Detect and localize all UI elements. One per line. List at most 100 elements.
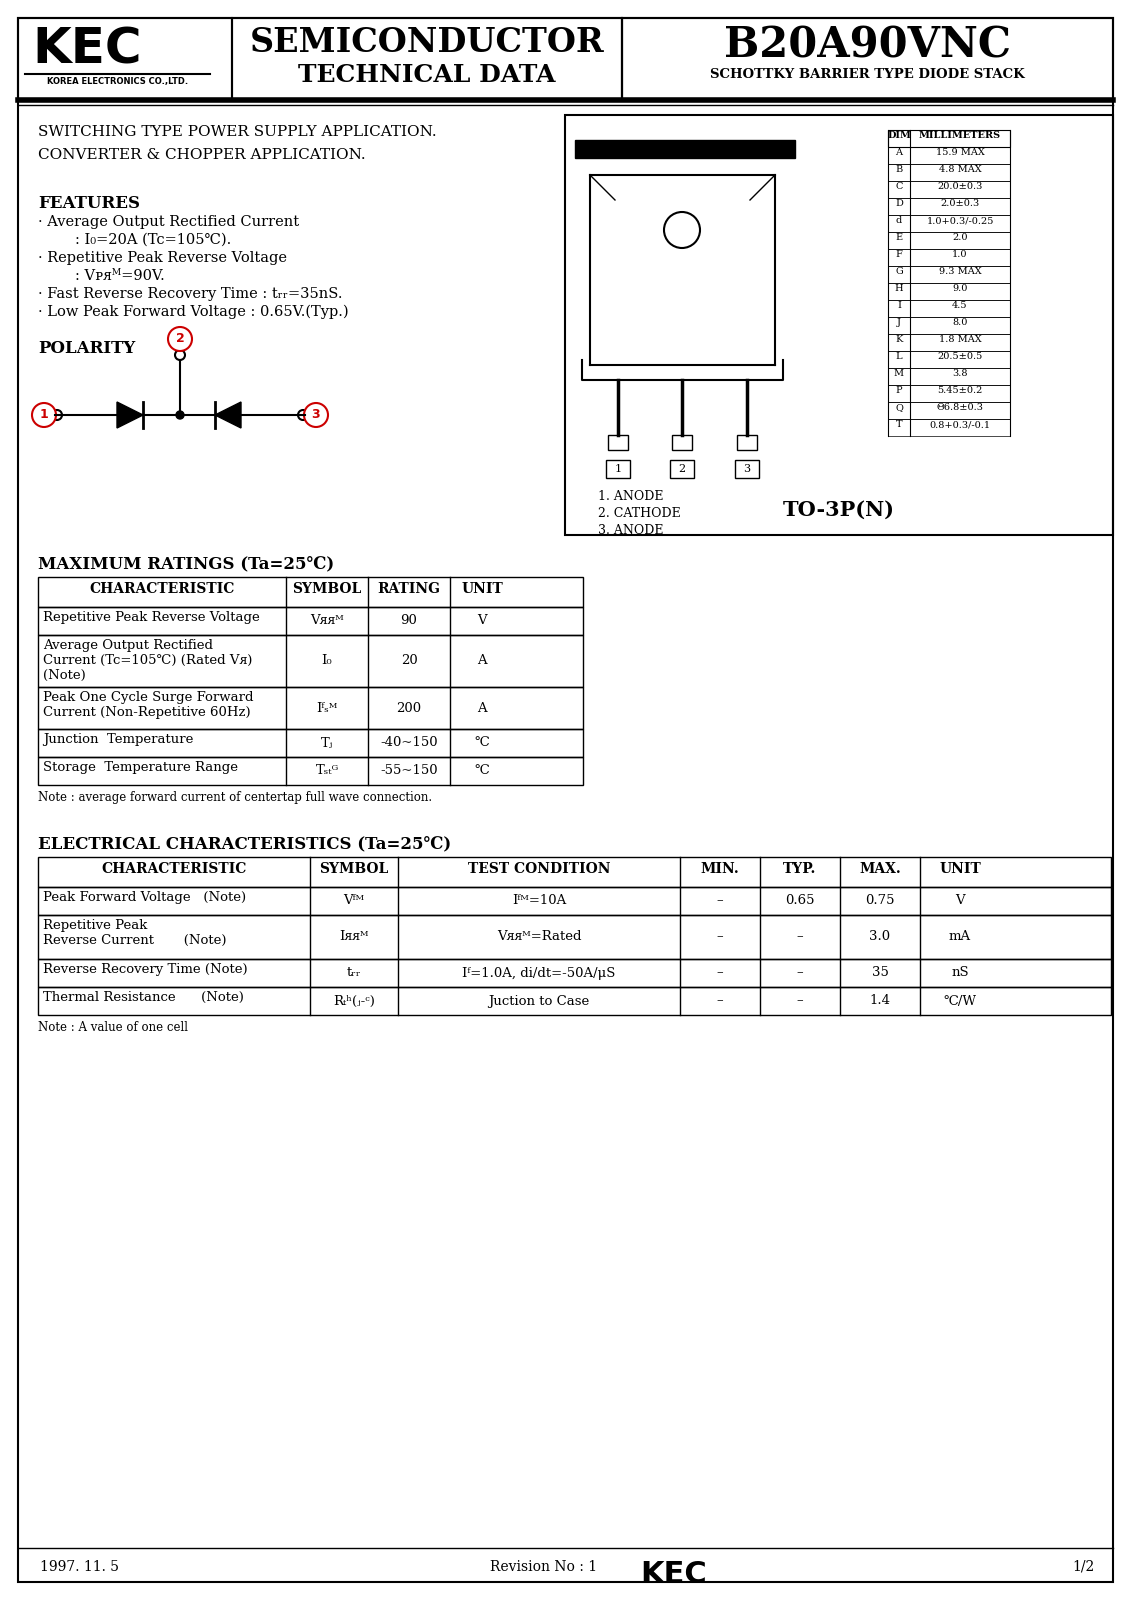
Text: ℃: ℃ bbox=[475, 765, 490, 778]
Circle shape bbox=[169, 326, 192, 350]
Circle shape bbox=[297, 410, 308, 419]
Text: CONVERTER & CHOPPER APPLICATION.: CONVERTER & CHOPPER APPLICATION. bbox=[38, 149, 365, 162]
Text: Vᴙᴙᴹ=Rated: Vᴙᴙᴹ=Rated bbox=[497, 931, 581, 944]
Bar bbox=[888, 232, 1010, 250]
Text: · Average Output Rectified Current: · Average Output Rectified Current bbox=[38, 214, 299, 229]
Text: –: – bbox=[717, 995, 724, 1008]
Text: TECHNICAL DATA: TECHNICAL DATA bbox=[299, 62, 555, 86]
Bar bbox=[888, 283, 1010, 301]
Text: UNIT: UNIT bbox=[461, 582, 503, 595]
Text: 2.0: 2.0 bbox=[952, 234, 968, 242]
Bar bbox=[888, 334, 1010, 350]
Bar bbox=[888, 402, 1010, 419]
Text: 20.0±0.3: 20.0±0.3 bbox=[938, 182, 983, 190]
Text: B: B bbox=[896, 165, 903, 174]
Text: Θ6.8±0.3: Θ6.8±0.3 bbox=[936, 403, 984, 411]
Text: Iᴙᴙᴹ: Iᴙᴙᴹ bbox=[339, 931, 369, 944]
Text: 1.8 MAX: 1.8 MAX bbox=[939, 334, 982, 344]
Text: I: I bbox=[897, 301, 901, 310]
Text: 2: 2 bbox=[679, 464, 685, 474]
Text: A: A bbox=[477, 654, 486, 667]
Bar bbox=[888, 147, 1010, 165]
Text: 0.8+0.3/-0.1: 0.8+0.3/-0.1 bbox=[930, 419, 991, 429]
Text: Peak Forward Voltage   (Note): Peak Forward Voltage (Note) bbox=[43, 891, 247, 904]
Bar bbox=[38, 686, 582, 730]
Bar bbox=[38, 886, 1111, 915]
Text: · Low Peak Forward Voltage : 0.65V.(Typ.): · Low Peak Forward Voltage : 0.65V.(Typ.… bbox=[38, 306, 348, 320]
Bar bbox=[888, 130, 1010, 147]
Circle shape bbox=[32, 403, 57, 427]
Text: F: F bbox=[896, 250, 903, 259]
Text: V: V bbox=[477, 614, 486, 627]
Text: Iᶠᴹ=10A: Iᶠᴹ=10A bbox=[512, 894, 567, 907]
Text: Vᶠᴹ: Vᶠᴹ bbox=[344, 894, 364, 907]
Bar bbox=[606, 461, 630, 478]
Text: 9.3 MAX: 9.3 MAX bbox=[939, 267, 982, 275]
Text: -55~150: -55~150 bbox=[380, 765, 438, 778]
Text: 1. ANODE: 1. ANODE bbox=[598, 490, 664, 502]
Text: Tⱼ: Tⱼ bbox=[321, 736, 334, 749]
Text: 20: 20 bbox=[400, 654, 417, 667]
Text: Reverse Recovery Time (Note): Reverse Recovery Time (Note) bbox=[43, 963, 248, 976]
Bar bbox=[232, 18, 622, 99]
Circle shape bbox=[304, 403, 328, 427]
Circle shape bbox=[176, 411, 184, 419]
Text: 1.0+0.3/-0.25: 1.0+0.3/-0.25 bbox=[926, 216, 994, 226]
Text: 2. CATHODE: 2. CATHODE bbox=[598, 507, 681, 520]
Text: Note : average forward current of centertap full wave connection.: Note : average forward current of center… bbox=[38, 790, 432, 803]
Text: C: C bbox=[896, 182, 903, 190]
Text: G: G bbox=[895, 267, 903, 275]
Text: KOREA ELECTRONICS CO.,LTD.: KOREA ELECTRONICS CO.,LTD. bbox=[48, 77, 189, 86]
Text: 5.45±0.2: 5.45±0.2 bbox=[938, 386, 983, 395]
Bar bbox=[888, 214, 1010, 232]
Text: Tₛₜᴳ: Tₛₜᴳ bbox=[316, 765, 338, 778]
Bar bbox=[672, 435, 692, 450]
Text: T: T bbox=[896, 419, 903, 429]
Bar bbox=[38, 915, 1111, 958]
Bar bbox=[38, 606, 582, 635]
Bar bbox=[38, 958, 1111, 987]
Text: 4.5: 4.5 bbox=[952, 301, 968, 310]
Circle shape bbox=[52, 410, 62, 419]
Text: CHARACTERISTIC: CHARACTERISTIC bbox=[102, 862, 247, 877]
Circle shape bbox=[175, 350, 185, 360]
Circle shape bbox=[664, 211, 700, 248]
Polygon shape bbox=[215, 402, 241, 427]
Text: 0.75: 0.75 bbox=[865, 894, 895, 907]
Text: nS: nS bbox=[951, 966, 969, 979]
Text: L: L bbox=[896, 352, 903, 362]
Bar bbox=[888, 181, 1010, 198]
Text: 3.0: 3.0 bbox=[870, 931, 890, 944]
Text: ℃: ℃ bbox=[475, 736, 490, 749]
Text: 1.4: 1.4 bbox=[870, 995, 890, 1008]
Text: I₀: I₀ bbox=[321, 654, 333, 667]
Text: Thermal Resistance      (Note): Thermal Resistance (Note) bbox=[43, 990, 244, 1005]
Polygon shape bbox=[116, 402, 143, 427]
Text: 8.0: 8.0 bbox=[952, 318, 968, 326]
Text: Average Output Rectified: Average Output Rectified bbox=[43, 638, 213, 653]
Text: FEATURES: FEATURES bbox=[38, 195, 140, 211]
Text: RATING: RATING bbox=[378, 582, 440, 595]
Text: Current (Tc=105℃) (Rated Vᴙ): Current (Tc=105℃) (Rated Vᴙ) bbox=[43, 654, 252, 667]
Bar bbox=[38, 987, 1111, 1014]
Text: -40~150: -40~150 bbox=[380, 736, 438, 749]
Text: Juction to Case: Juction to Case bbox=[489, 995, 589, 1008]
Bar bbox=[888, 266, 1010, 283]
Bar bbox=[888, 198, 1010, 214]
Text: –: – bbox=[717, 931, 724, 944]
Text: : I₀=20A (Tc=105℃).: : I₀=20A (Tc=105℃). bbox=[38, 234, 231, 246]
Bar bbox=[888, 165, 1010, 181]
Text: DIM: DIM bbox=[887, 131, 910, 141]
Text: –: – bbox=[796, 995, 803, 1008]
Text: P: P bbox=[896, 386, 903, 395]
Bar bbox=[38, 858, 1111, 886]
Bar bbox=[888, 386, 1010, 402]
Bar bbox=[38, 757, 582, 786]
Text: –: – bbox=[717, 966, 724, 979]
Text: E: E bbox=[896, 234, 903, 242]
Bar bbox=[888, 250, 1010, 266]
Bar bbox=[888, 301, 1010, 317]
Bar bbox=[38, 635, 582, 686]
Text: 35: 35 bbox=[872, 966, 889, 979]
Text: MIN.: MIN. bbox=[700, 862, 740, 877]
